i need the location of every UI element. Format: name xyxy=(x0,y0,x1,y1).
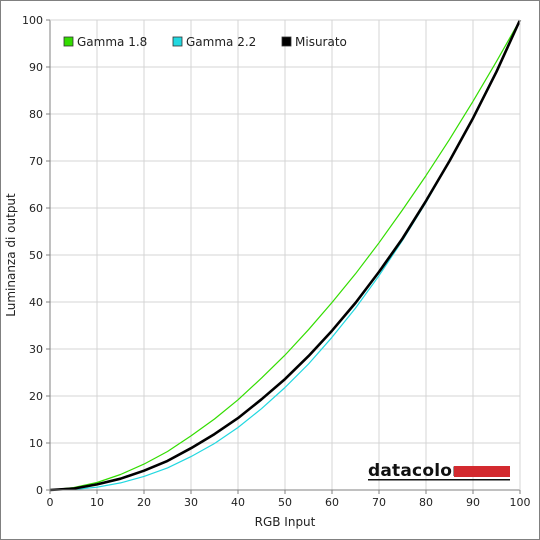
x-axis-label: RGB Input xyxy=(255,515,316,529)
x-tick-label: 10 xyxy=(90,496,104,509)
x-tick-label: 60 xyxy=(325,496,339,509)
datacolor-logo: datacolor xyxy=(368,461,510,481)
datacolor-logo-bar xyxy=(454,466,510,477)
legend-item: Gamma 2.2 xyxy=(172,35,256,49)
y-tick-label: 70 xyxy=(29,155,43,168)
y-tick-label: 0 xyxy=(36,484,43,497)
y-tick-label: 10 xyxy=(29,437,43,450)
y-tick-label: 100 xyxy=(22,14,43,27)
x-tick-label: 80 xyxy=(419,496,433,509)
legend-label: Misurato xyxy=(295,35,347,49)
y-tick-label: 60 xyxy=(29,202,43,215)
grid xyxy=(50,19,521,490)
x-tick-label: 100 xyxy=(510,496,531,509)
y-tick-label: 30 xyxy=(29,343,43,356)
series-line-gamma-1-8 xyxy=(49,19,521,491)
y-tick-label: 80 xyxy=(29,108,43,121)
x-tick-label: 50 xyxy=(278,496,292,509)
y-tick-label: 20 xyxy=(29,390,43,403)
series-line-misurato xyxy=(49,19,522,492)
datacolor-logo-text: datacolor xyxy=(368,461,461,481)
legend-swatch xyxy=(63,36,74,47)
legend-item: Misurato xyxy=(281,35,347,49)
x-tick-label: 90 xyxy=(466,496,480,509)
legend-swatch xyxy=(172,36,183,47)
y-tick-label: 90 xyxy=(29,61,43,74)
y-tick-label: 50 xyxy=(29,249,43,262)
legend-swatch xyxy=(281,36,292,47)
x-tick-label: 70 xyxy=(372,496,386,509)
legend-label: Gamma 2.2 xyxy=(186,35,256,49)
x-tick-label: 40 xyxy=(231,496,245,509)
legend-label: Gamma 1.8 xyxy=(77,35,147,49)
x-tick-label: 0 xyxy=(47,496,54,509)
axes xyxy=(46,19,521,494)
datacolor-logo-underline xyxy=(368,479,510,481)
legend-item: Gamma 1.8 xyxy=(63,35,147,49)
tick-labels: 0 10 20 30 40 50 60 70 80 90 100 0 10 20 30 40 50 60 70 80 9… xyxy=(22,14,531,509)
series-lines xyxy=(49,19,522,492)
y-axis-label: Luminanza di output xyxy=(4,193,18,317)
x-tick-label: 30 xyxy=(184,496,198,509)
x-tick-label: 20 xyxy=(137,496,151,509)
legend: Gamma 1.8 Gamma 2.2 Misurato xyxy=(63,35,347,49)
y-tick-label: 40 xyxy=(29,296,43,309)
